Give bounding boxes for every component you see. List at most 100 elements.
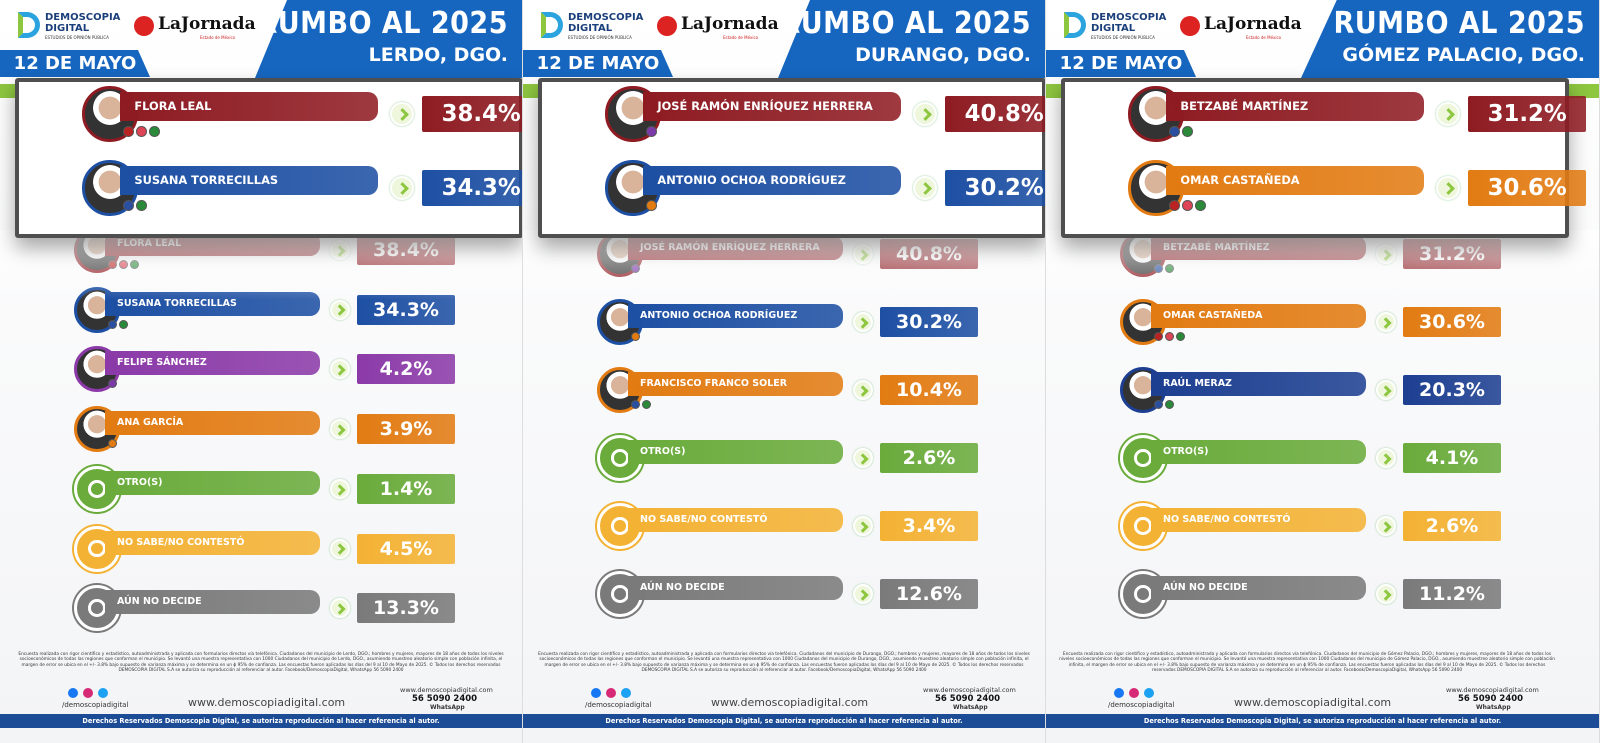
chevron — [330, 478, 350, 499]
partner-logo — [134, 16, 154, 36]
chevron — [1376, 380, 1396, 400]
phone: 56 5090 2400 — [935, 694, 1001, 704]
option-name: RAÚL MERAZ — [1151, 372, 1366, 396]
percentage: 4.1% — [1403, 443, 1501, 473]
poll-panel: DEMOSCOPIA DIGITAL ESTUDIOS DE OPINIÓN PÚ… — [523, 0, 1046, 743]
methodology-note: Encuesta realizada con rigor científico … — [538, 652, 1030, 674]
phone: 56 5090 2400 — [1458, 694, 1524, 704]
chevron — [853, 584, 873, 604]
website-small: www.demoscopiadigital.com — [400, 686, 493, 694]
place: GÓMEZ PALACIO, DGO. — [1342, 44, 1585, 66]
party-logo — [123, 126, 134, 137]
option-name: OTRO(S) — [105, 470, 320, 495]
poll-panel: DEMOSCOPIA DIGITAL ESTUDIOS DE OPINIÓN PÚ… — [1046, 0, 1600, 743]
option-name: FELIPE SÁNCHEZ — [105, 351, 320, 376]
option-name: OMAR CASTAÑEDA — [1166, 166, 1424, 196]
chevron — [1376, 584, 1396, 604]
percentage: 20.3% — [1403, 375, 1501, 405]
highlight-box: JOSÉ RAMÓN ENRÍQUEZ HERRERA 40.8% ANTONIO … — [538, 78, 1045, 238]
methodology-note: Encuesta realizada con rigor científico … — [1059, 652, 1555, 674]
social-icon — [1144, 688, 1154, 698]
chevron — [1376, 516, 1396, 536]
percentage: 11.2% — [1403, 579, 1501, 609]
brand-logo — [1064, 12, 1086, 38]
percentage: 1.4% — [357, 473, 455, 504]
fade-overlay — [523, 230, 1045, 300]
social-handle: /demoscopiadigital — [62, 701, 129, 709]
date: 12 DE MAYO — [1046, 50, 1196, 77]
percentage: 30.6% — [1403, 307, 1501, 337]
highlight-box: BETZABÉ MARTÍNEZ 31.2% OMAR CASTAÑEDA 30.6% — [1061, 78, 1586, 238]
party-logo — [108, 379, 117, 389]
percentage: 2.6% — [1403, 511, 1501, 541]
party-logo — [1169, 126, 1180, 137]
website-small: www.demoscopiadigital.com — [1446, 686, 1539, 694]
option-name: FLORA LEAL — [120, 92, 378, 122]
percentage: 2.6% — [880, 443, 978, 473]
date: 12 DE MAYO — [523, 50, 673, 77]
partner-logo — [657, 16, 677, 36]
party-logo — [631, 332, 640, 341]
whatsapp: WhatsApp — [1476, 704, 1511, 711]
party-logo — [108, 319, 117, 329]
poll-panel: DEMOSCOPIA DIGITAL ESTUDIOS DE OPINIÓN PÚ… — [0, 0, 523, 743]
rights: Derechos Reservados Demoscopia Digital, … — [0, 714, 522, 728]
chevron — [1436, 176, 1460, 200]
option-name: AÚN NO DECIDE — [105, 590, 320, 615]
whatsapp: WhatsApp — [953, 704, 988, 711]
party-logo — [631, 400, 640, 409]
percentage: 34.3% — [422, 170, 522, 206]
party-logo — [646, 126, 657, 137]
social-icon — [606, 688, 616, 698]
party-logo — [136, 126, 147, 137]
fade-overlay — [1046, 230, 1599, 300]
party-logo — [136, 200, 147, 211]
chevron — [390, 102, 414, 126]
percentage: 3.9% — [357, 414, 455, 445]
party-logo — [1165, 332, 1174, 341]
partner-logo — [1180, 16, 1200, 36]
social-handle: /demoscopiadigital — [585, 701, 652, 709]
brand-name: DEMOSCOPIA DIGITAL — [1091, 12, 1167, 34]
option-name: OTRO(S) — [1151, 440, 1366, 464]
option-name: JOSÉ RAMÓN ENRÍQUEZ HERRERA — [643, 92, 901, 122]
brand-logo — [18, 12, 40, 38]
percentage: 30.2% — [945, 170, 1045, 206]
chevron — [330, 299, 350, 320]
option-name: SUSANA TORRECILLAS — [120, 166, 378, 196]
website-small: www.demoscopiadigital.com — [923, 686, 1016, 694]
whatsapp: WhatsApp — [430, 704, 465, 711]
chevron — [913, 176, 937, 200]
website: www.demoscopiadigital.com — [188, 696, 346, 709]
social-icon — [83, 688, 93, 698]
chevron — [913, 102, 937, 126]
methodology-note: Encuesta realizada con rigor científico … — [18, 652, 504, 674]
percentage: 31.2% — [1468, 96, 1586, 132]
brand-tagline: ESTUDIOS DE OPINIÓN PÚBLICA — [45, 35, 109, 40]
title: RUMBO AL 2025 — [1333, 6, 1585, 41]
social-icon — [1114, 688, 1124, 698]
option-name: ANTONIO OCHOA RODRÍGUEZ — [643, 166, 901, 196]
party-logo — [1195, 200, 1207, 211]
chevron — [330, 359, 350, 380]
party-logo — [123, 200, 134, 211]
brand-tagline: ESTUDIOS DE OPINIÓN PÚBLICA — [1091, 35, 1155, 40]
brand-tagline: ESTUDIOS DE OPINIÓN PÚBLICA — [568, 35, 632, 40]
fade-overlay — [0, 230, 522, 300]
title: RUMBO AL 2025 — [256, 6, 508, 41]
highlight-box: FLORA LEAL 38.4% SUSANA TORRECILLAS 34.3% — [15, 78, 522, 238]
website: www.demoscopiadigital.com — [711, 696, 869, 709]
brand-name: DEMOSCOPIA DIGITAL — [568, 12, 644, 34]
date: 12 DE MAYO — [0, 50, 150, 77]
chevron — [853, 312, 873, 332]
option-name: NO SABE/NO CONTESTÓ — [1151, 508, 1366, 532]
social-handle: /demoscopiadigital — [1108, 701, 1175, 709]
partner-name: LaJornada — [1204, 14, 1302, 34]
website: www.demoscopiadigital.com — [1234, 696, 1392, 709]
percentage: 3.4% — [880, 511, 978, 541]
option-name: AÚN NO DECIDE — [628, 576, 843, 600]
option-name: OMAR CASTAÑEDA — [1151, 304, 1366, 328]
option-name: NO SABE/NO CONTESTÓ — [105, 530, 320, 555]
partner-tagline: Estado de México — [200, 35, 236, 40]
